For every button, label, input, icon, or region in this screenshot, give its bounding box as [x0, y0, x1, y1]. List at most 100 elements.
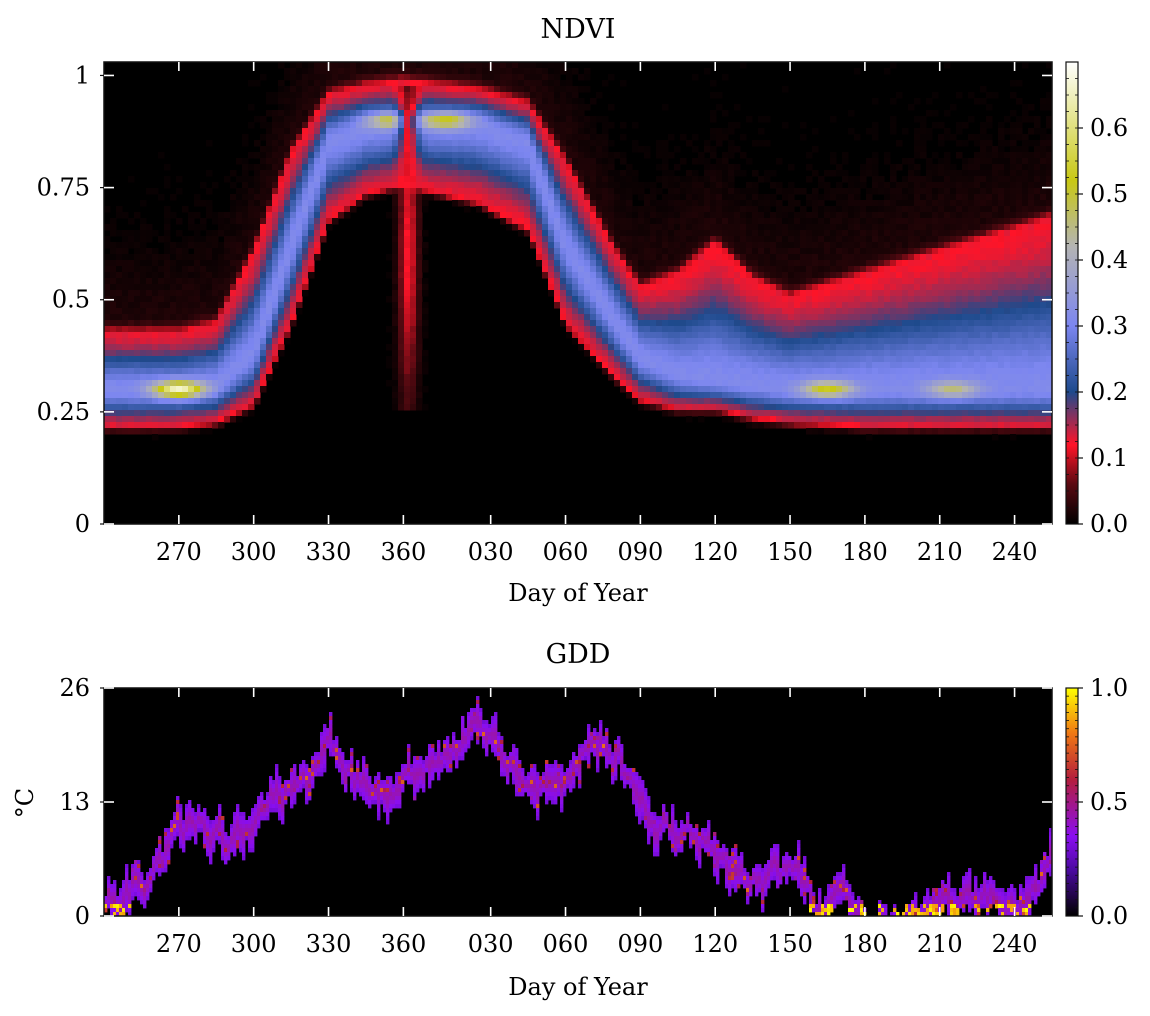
ndvi-heat-cell — [122, 284, 129, 291]
ndvi-heat-cell — [188, 260, 195, 267]
ndvi-title: NDVI — [541, 14, 616, 45]
ndvi-heat-cell — [254, 254, 261, 261]
ndvi-heat-cell — [524, 110, 531, 117]
ndvi-heat-cell — [842, 362, 849, 369]
ndvi-heat-cell — [806, 212, 813, 219]
ndvi-heat-cell — [836, 332, 843, 339]
ndvi-heat-cell — [122, 422, 129, 429]
ndvi-heat-cell — [626, 212, 633, 219]
ndvi-heat-cell — [284, 212, 291, 219]
ndvi-heat-cell — [476, 92, 483, 99]
ndvi-heat-cell — [860, 290, 867, 297]
ndvi-heat-cell — [290, 74, 297, 81]
ndvi-heat-cell — [644, 248, 651, 255]
ndvi-heat-cell — [848, 176, 855, 183]
ndvi-heat-cell — [830, 218, 837, 225]
ndvi-heat-cell — [362, 176, 369, 183]
ndvi-heat-cell — [128, 254, 135, 261]
ndvi-heat-cell — [800, 398, 807, 405]
ndvi-heat-cell — [188, 242, 195, 249]
ndvi-heat-cell — [626, 284, 633, 291]
ndvi-heat-cell — [140, 296, 147, 303]
ndvi-heat-cell — [278, 164, 285, 171]
ndvi-heat-cell — [776, 326, 783, 333]
ndvi-heat-cell — [272, 194, 279, 201]
ndvi-heat-cell — [218, 332, 225, 339]
ndvi-heat-cell — [152, 380, 159, 387]
ndvi-heat-cell — [482, 80, 489, 87]
ndvi-heat-cell — [488, 206, 495, 213]
ndvi-heat-cell — [716, 212, 723, 219]
ndvi-heat-cell — [866, 392, 873, 399]
ndvi-heat-cell — [200, 416, 207, 423]
ndvi-heat-cell — [344, 146, 351, 153]
ndvi-heat-cell — [806, 152, 813, 159]
ndvi-heat-cell — [770, 302, 777, 309]
ndvi-heat-cell — [464, 170, 471, 177]
ndvi-heat-cell — [266, 188, 273, 195]
ndvi-heat-cell — [722, 392, 729, 399]
ndvi-heat-cell — [554, 188, 561, 195]
ndvi-heat-cell — [302, 86, 309, 93]
ndvi-heat-cell — [794, 272, 801, 279]
ndvi-heat-cell — [542, 158, 549, 165]
ndvi-heat-cell — [392, 266, 399, 273]
ndvi-heat-cell — [188, 266, 195, 273]
ndvi-heat-cell — [104, 386, 111, 393]
ndvi-heat-cell — [698, 320, 705, 327]
ndvi-heat-cell — [386, 110, 393, 117]
ndvi-heat-cell — [236, 362, 243, 369]
ndvi-heat-cell — [620, 284, 627, 291]
ndvi-heat-cell — [518, 206, 525, 213]
ndvi-heat-cell — [536, 206, 543, 213]
ndvi-heat-cell — [104, 338, 111, 345]
ndvi-heat-cell — [404, 62, 411, 69]
ndvi-heat-cell — [542, 224, 549, 231]
ndvi-heat-cell — [806, 350, 813, 357]
ndvi-heat-cell — [518, 188, 525, 195]
ndvi-heat-cell — [422, 158, 429, 165]
ndvi-heat-cell — [284, 332, 291, 339]
ndvi-heat-cell — [194, 374, 201, 381]
ndvi-heat-cell — [236, 296, 243, 303]
ndvi-heat-cell — [836, 164, 843, 171]
ndvi-heat-cell — [656, 272, 663, 279]
ndvi-heat-cell — [578, 296, 585, 303]
ndvi-heat-cell — [410, 92, 417, 99]
ndvi-heat-cell — [278, 116, 285, 123]
ndvi-heat-cell — [848, 356, 855, 363]
ndvi-heat-cell — [824, 350, 831, 357]
ndvi-heat-cell — [662, 284, 669, 291]
ndvi-heat-cell — [698, 290, 705, 297]
ndvi-heat-cell — [176, 410, 183, 417]
ndvi-heat-cell — [650, 260, 657, 267]
ndvi-heat-cell — [470, 128, 477, 135]
ndvi-heat-cell — [710, 80, 717, 87]
ndvi-heat-cell — [584, 302, 591, 309]
ndvi-heat-cell — [242, 200, 249, 207]
ndvi-heat-cell — [596, 332, 603, 339]
ndvi-heat-cell — [296, 170, 303, 177]
ndvi-heat-cell — [224, 410, 231, 417]
ndvi-heat-cell — [290, 260, 297, 267]
ndvi-heat-cell — [698, 374, 705, 381]
ndvi-heat-cell — [734, 170, 741, 177]
ndvi-heat-cell — [134, 338, 141, 345]
ndvi-heat-cell — [452, 104, 459, 111]
ndvi-heat-cell — [698, 338, 705, 345]
ndvi-heat-cell — [122, 416, 129, 423]
ndvi-heat-cell — [398, 92, 405, 99]
ndvi-heat-cell — [608, 122, 615, 129]
ndvi-heat-cell — [452, 140, 459, 147]
ndvi-heat-cell — [212, 344, 219, 351]
ndvi-heat-cell — [224, 314, 231, 321]
ndvi-heat-cell — [548, 134, 555, 141]
ndvi-heat-cell — [836, 374, 843, 381]
ndvi-heat-cell — [188, 374, 195, 381]
ndvi-heat-cell — [416, 260, 423, 267]
ndvi-heat-cell — [302, 206, 309, 213]
ndvi-heat-cell — [512, 68, 519, 75]
ndvi-heat-cell — [494, 116, 501, 123]
ndvi-heat-cell — [248, 80, 255, 87]
ndvi-heat-cell — [770, 362, 777, 369]
